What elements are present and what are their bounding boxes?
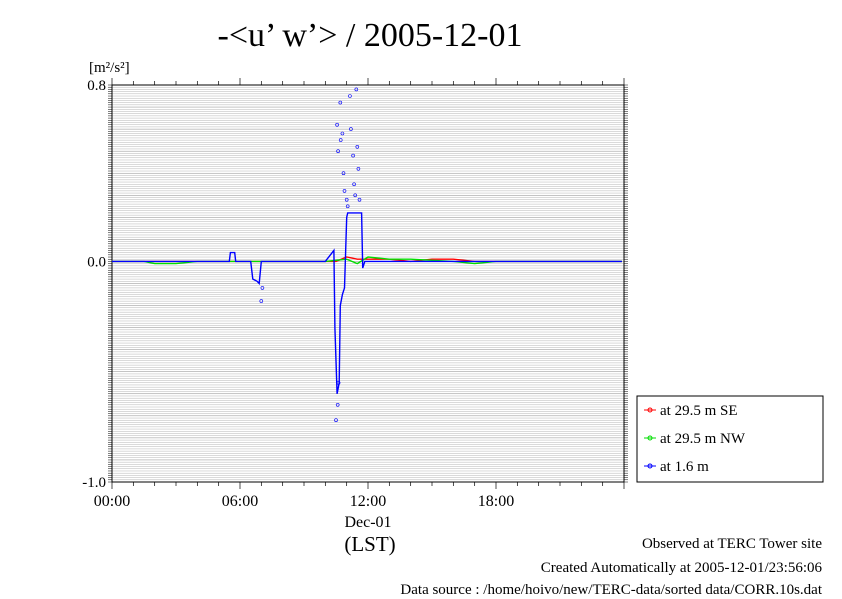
series-line (112, 212, 622, 394)
y-tick-label: 0.0 (87, 254, 106, 270)
y-tick-label: 0.8 (87, 78, 106, 94)
data-point (352, 182, 356, 187)
data-point (334, 418, 338, 423)
data-point (349, 127, 353, 131)
series (112, 87, 622, 423)
legend-label: at 29.5 m SE (660, 403, 738, 419)
x-tick-label: 00:00 (94, 493, 130, 510)
data-point (356, 167, 361, 171)
footer-site: Observed at TERC Tower site (641, 536, 822, 552)
series-line (112, 256, 622, 265)
grid (112, 84, 624, 483)
data-point (336, 149, 340, 153)
data-point (336, 380, 341, 385)
data-point (338, 138, 343, 142)
data-point (344, 197, 349, 202)
data-point (340, 131, 345, 136)
data-point (338, 100, 343, 105)
y-tick-label: -1.0 (82, 475, 106, 491)
data-point (348, 94, 352, 98)
footer-source: Data source : /home/hoivo/new/TERC-data/… (400, 582, 822, 598)
chart-title: -<u’ w’> / 2005-12-01 (218, 17, 523, 54)
data-point (353, 193, 358, 198)
data-point (335, 122, 339, 127)
x-axis: 00:00 06:00 12:00 18:00 (94, 78, 625, 510)
data-point (342, 189, 347, 193)
x-axis-label: (LST) (344, 532, 395, 556)
data-point (260, 286, 265, 290)
data-point (354, 87, 359, 92)
x-date-label: Dec-01 (344, 514, 391, 531)
legend: at 29.5 m SE at 29.5 m NW at 1.6 m (636, 395, 824, 483)
legend-item: at 29.5 m SE (644, 403, 738, 419)
data-point (259, 299, 264, 303)
y-unit-label: [m²/s²] (89, 60, 130, 76)
legend-label: at 1.6 m (660, 459, 709, 475)
x-tick-label: 06:00 (222, 493, 258, 510)
y-axis: 0.8 0.0 -1.0 (82, 78, 628, 491)
legend-label: at 29.5 m NW (660, 431, 746, 447)
data-point (341, 171, 346, 175)
data-point (345, 204, 350, 209)
data-point (351, 153, 355, 158)
data-point (335, 402, 340, 407)
x-tick-label: 12:00 (350, 493, 386, 510)
data-point (355, 145, 360, 149)
legend-box (636, 395, 824, 483)
legend-item: at 1.6 m (644, 459, 709, 475)
x-tick-label: 18:00 (478, 493, 514, 510)
footer-created: Created Automatically at 2005-12-01/23:5… (540, 560, 822, 576)
data-point (357, 197, 362, 202)
legend-item: at 29.5 m NW (644, 431, 746, 447)
